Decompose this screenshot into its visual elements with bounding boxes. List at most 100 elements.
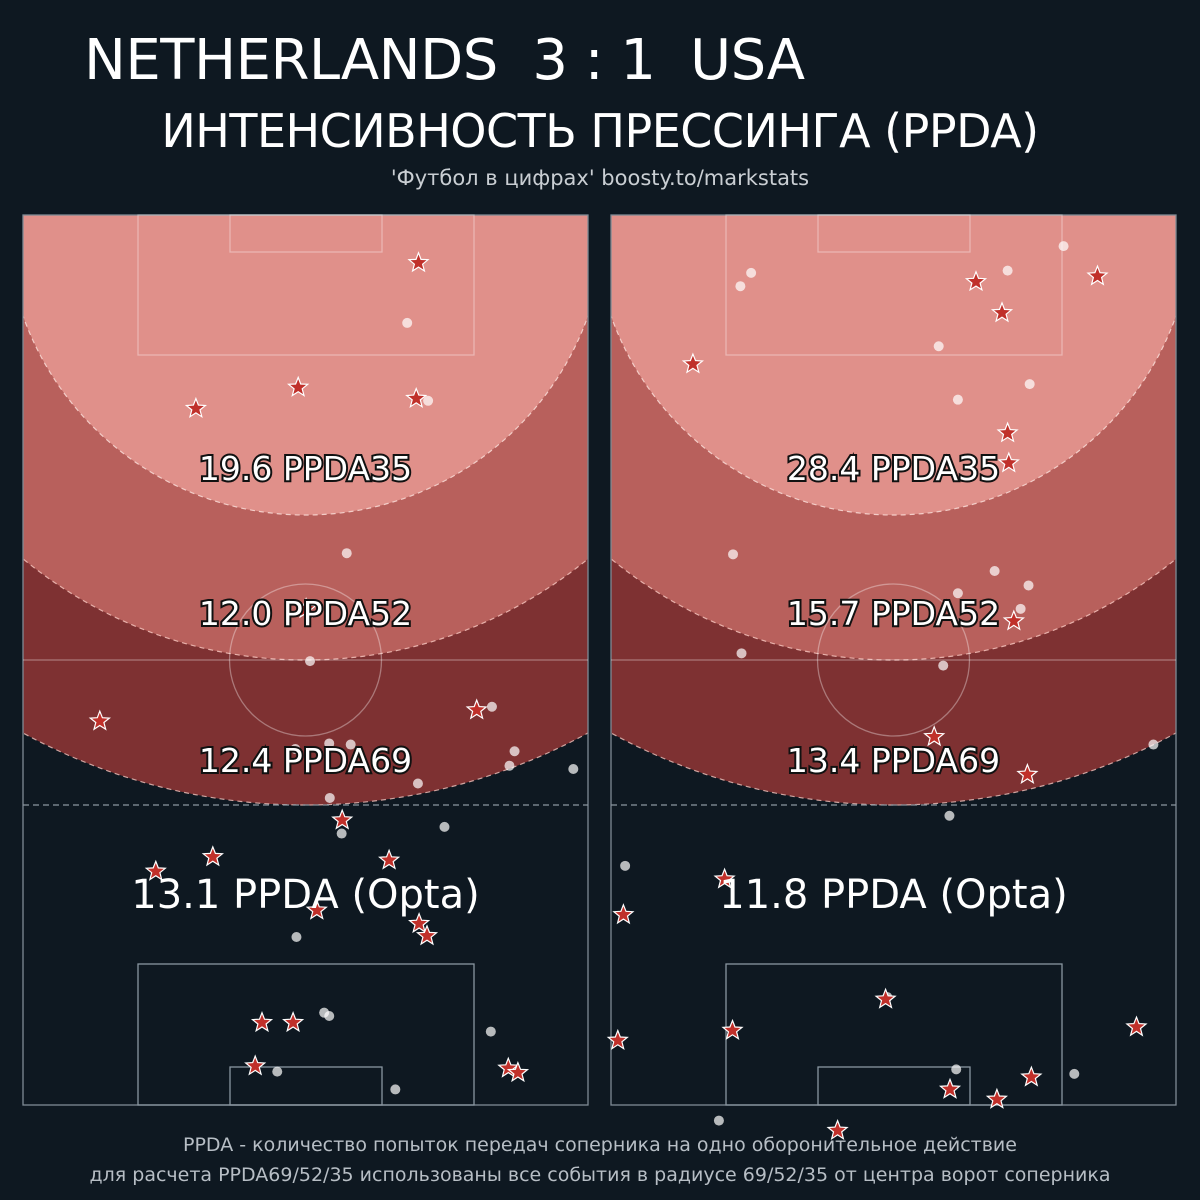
pitch-lines (610, 214, 1177, 1106)
defensive-event-dot (324, 738, 335, 749)
defensive-event-dot (933, 341, 944, 352)
defensive-event-dot (504, 760, 515, 771)
pressing-event-star (923, 725, 946, 747)
defensive-event-dot (412, 778, 423, 789)
pressing-event-star (201, 845, 224, 867)
pressing-event-star (1002, 609, 1025, 631)
pressing-event-star (250, 1011, 274, 1033)
defensive-event-dot (944, 810, 955, 821)
defensive-event-dot (291, 932, 302, 943)
defensive-event-dot (1069, 1068, 1080, 1079)
defensive-event-dot (952, 588, 963, 599)
defensive-event-dot (423, 395, 434, 406)
defensive-event-dot (290, 744, 301, 754)
pressing-event-star (305, 898, 328, 920)
pressing-event-star (287, 375, 310, 397)
pressing-event-star (990, 301, 1014, 323)
pressing-event-star (1016, 762, 1039, 785)
pressing-event-star (997, 451, 1020, 473)
defensive-event-dot (735, 281, 746, 292)
defensive-event-dot (402, 317, 413, 328)
defensive-event-dot (620, 860, 631, 871)
ppda35-label: 19.6 PPDA35 (199, 449, 412, 488)
pitch-netherlands: 19.6 PPDA35 12.0 PPDA52 12.4 PPDA69 13.1… (22, 214, 589, 1106)
footnote-line-1: PPDA - количество попыток передач соперн… (183, 1134, 1017, 1156)
defensive-event-dot (728, 549, 739, 560)
ppda52-label: 15.7 PPDA52 (787, 594, 1000, 633)
pressing-event-star (506, 1061, 530, 1083)
defensive-event-dot (439, 821, 450, 832)
defensive-event-dot (336, 828, 347, 839)
defensive-event-dot (390, 1084, 401, 1095)
defensive-event-dot (341, 548, 352, 559)
defensive-event-dot (952, 394, 963, 405)
defensive-event-dot (1015, 603, 1026, 614)
pressing-event-star (88, 709, 111, 731)
defensive-event-dot (1148, 739, 1159, 750)
pressing-event-star (1086, 264, 1109, 286)
ppda35-label: 28.4 PPDA35 (787, 449, 1000, 488)
defensive-event-dot (345, 739, 356, 750)
pressing-event-star (244, 1054, 267, 1076)
chart-subtitle: ИНТЕНСИВНОСТЬ ПРЕССИНГА (PPDA) (161, 104, 1039, 158)
pressing-event-star (405, 386, 428, 409)
opta-ppda-label: 11.8 PPDA (Opta) (719, 872, 1067, 918)
defensive-event-dot (951, 1064, 962, 1075)
pressing-event-star (606, 1028, 629, 1050)
pressing-event-star (1125, 1015, 1148, 1037)
defensive-event-dot (486, 701, 497, 712)
pressing-event-star (874, 987, 897, 1009)
defensive-event-dot (324, 792, 335, 803)
opta-ppda-label: 13.1 PPDA (Opta) (131, 872, 479, 918)
pressing-event-star (996, 421, 1019, 443)
defensive-event-dot (324, 1011, 335, 1021)
credit-line: 'Футбол в цифрах' boosty.to/markstats (390, 166, 810, 190)
defensive-event-dot (713, 1115, 724, 1126)
footnote: PPDA - количество попыток передач соперн… (0, 1130, 1200, 1190)
pressing-event-star (721, 1018, 744, 1040)
defensive-event-dot (736, 648, 747, 659)
zone-35 (23, 215, 588, 516)
defensive-event-dot (272, 1066, 283, 1077)
defensive-event-dot (509, 746, 520, 757)
pressing-event-star (938, 1077, 962, 1099)
ppda69-label: 13.4 PPDA69 (787, 741, 1000, 780)
defensive-event-dot (1002, 265, 1013, 276)
events-usa (606, 241, 1159, 1141)
defensive-event-dot (989, 566, 1000, 576)
pressing-event-star (295, 597, 318, 619)
defensive-event-dot (1058, 241, 1069, 252)
pressing-event-star (408, 912, 431, 934)
ppda52-label: 12.0 PPDA52 (199, 594, 412, 633)
pressing-event-star (964, 270, 988, 292)
events-netherlands (88, 251, 579, 1095)
defensive-event-dot (1024, 379, 1035, 390)
pressing-event-star (713, 867, 736, 889)
pressing-event-star (612, 903, 635, 925)
zone-35 (611, 215, 1176, 516)
pressing-event-star (681, 352, 704, 374)
pressing-event-star (378, 848, 401, 870)
match-title: NETHERLANDS 3 : 1 USA (84, 28, 805, 93)
pressing-event-star (985, 1087, 1008, 1109)
pressing-event-star (1020, 1065, 1043, 1087)
defensive-event-dot (305, 656, 316, 667)
pressing-event-star (331, 808, 354, 830)
defensive-event-dot (938, 660, 949, 671)
defensive-event-dot (568, 764, 579, 775)
defensive-event-dot (1023, 580, 1034, 591)
pressing-event-star (465, 698, 488, 720)
ppda69-label: 12.4 PPDA69 (199, 741, 412, 780)
pitch-usa: 28.4 PPDA35 15.7 PPDA52 13.4 PPDA69 11.8… (606, 214, 1177, 1141)
pressing-event-star (826, 1118, 849, 1141)
pressing-event-star (415, 924, 439, 946)
footnote-line-2: для расчета PPDA69/52/35 использованы вс… (89, 1164, 1111, 1186)
pressing-event-star (497, 1056, 520, 1078)
pressing-event-star (282, 1011, 305, 1033)
pressing-event-star (144, 859, 167, 881)
pressing-event-star (407, 251, 430, 273)
pressing-event-star (184, 396, 207, 419)
defensive-event-dot (485, 1026, 496, 1037)
defensive-event-dot (746, 267, 757, 278)
